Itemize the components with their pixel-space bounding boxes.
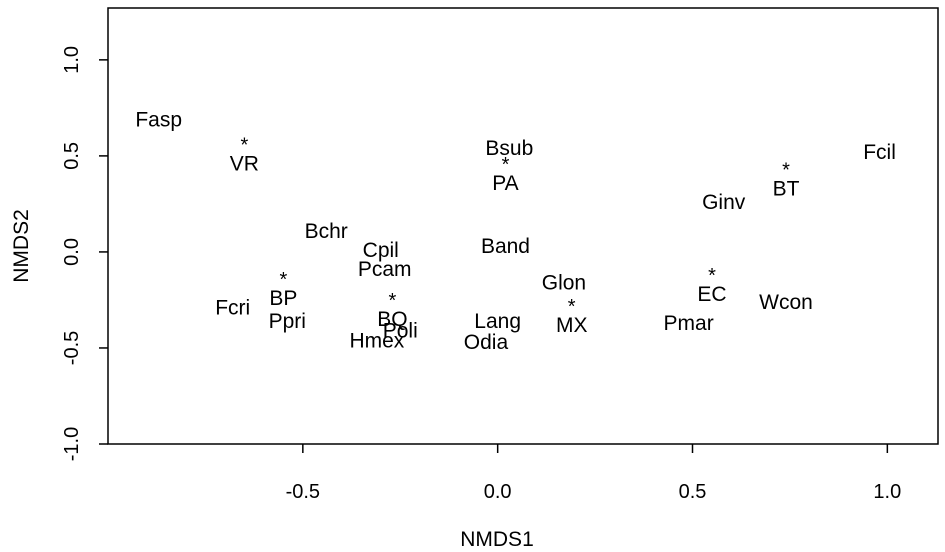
- x-tick-label: 1.0: [873, 481, 901, 503]
- species-label: Ppri: [269, 310, 306, 333]
- site-marker: *: [502, 154, 510, 176]
- site-label: PA: [492, 172, 518, 195]
- species-label: Pcam: [358, 258, 412, 281]
- species-label: Ginv: [702, 191, 746, 214]
- y-tick-label: -0.5: [61, 331, 83, 365]
- y-axis: -1.0 -0.5 0.0 0.5 1.0: [61, 46, 108, 461]
- site-label: BQ: [377, 308, 407, 331]
- y-tick-label: -1.0: [61, 427, 83, 461]
- site-marker: *: [708, 265, 716, 287]
- plot-frame: [107, 7, 939, 445]
- species-label: Lang: [474, 310, 521, 333]
- x-tick-label: 0.5: [679, 481, 707, 503]
- site-marker: *: [240, 135, 248, 157]
- species-label: Odia: [464, 331, 509, 354]
- x-tick-label: 0.0: [484, 481, 512, 503]
- species-label: Cpil: [363, 239, 399, 262]
- site-marker: *: [279, 269, 287, 291]
- species-label: Bchr: [305, 220, 348, 243]
- species-label: Fasp: [135, 108, 182, 131]
- species-label: Wcon: [759, 291, 813, 314]
- species-label: Band: [481, 235, 530, 258]
- y-tick-label: 0.0: [61, 238, 83, 266]
- species-label: Poli: [383, 320, 418, 343]
- site-label: VR: [230, 153, 259, 176]
- species-label: Hmex: [349, 329, 404, 352]
- y-tick-label: 1.0: [61, 46, 83, 74]
- species-label: Fcri: [215, 297, 250, 320]
- y-tick-label: 0.5: [61, 142, 83, 170]
- x-axis: -0.5 0.0 0.5 1.0: [286, 444, 901, 503]
- site-label: BT: [773, 178, 800, 201]
- species-label: Bsub: [485, 137, 533, 160]
- site-marker: *: [782, 160, 790, 182]
- x-axis-label: NMDS1: [460, 528, 534, 551]
- site-label: MX: [556, 314, 588, 337]
- x-tick-label: -0.5: [286, 481, 320, 503]
- species-label: Glon: [542, 272, 586, 295]
- site-marker: *: [568, 296, 576, 318]
- y-axis-label: NMDS2: [10, 209, 33, 283]
- species-label: Fcil: [863, 141, 896, 164]
- site-label: EC: [697, 283, 726, 306]
- species-label: Pmar: [664, 312, 714, 335]
- site-marker: *: [389, 290, 397, 312]
- site-label: BP: [269, 287, 297, 310]
